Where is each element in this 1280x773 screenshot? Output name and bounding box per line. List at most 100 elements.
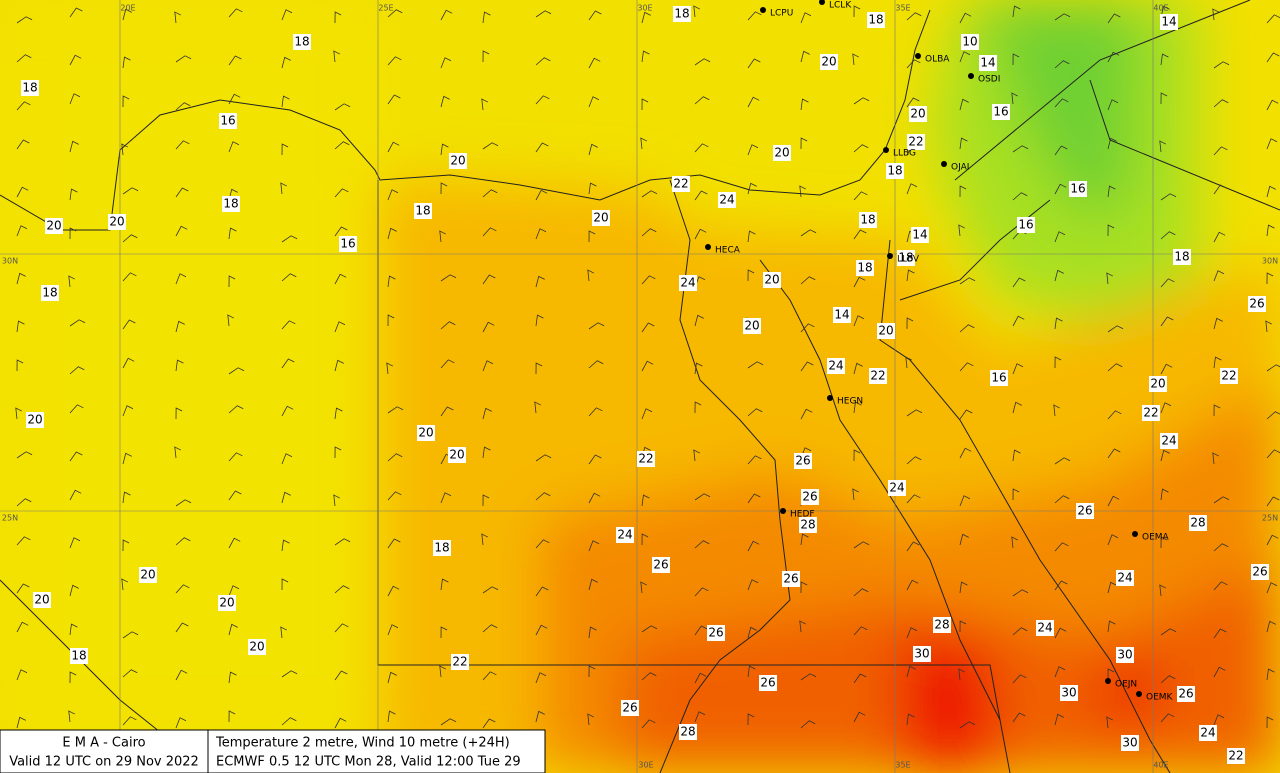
temperature-box <box>886 163 904 179</box>
wind-barb <box>122 56 131 69</box>
temperature-box <box>673 6 691 22</box>
temperature-box <box>679 275 697 291</box>
temperature-box <box>782 571 800 587</box>
temperature-box <box>867 12 885 28</box>
wind-barb <box>1266 364 1280 372</box>
wind-barb <box>1160 92 1168 105</box>
wind-barb <box>1266 534 1279 546</box>
wind-barb <box>1012 449 1021 462</box>
temperature-label: 18 <box>223 197 238 211</box>
temperature-box <box>888 480 906 496</box>
temperature-label: 24 <box>1037 621 1052 635</box>
grid-label: 40E <box>1153 761 1168 770</box>
wind-barb <box>334 585 350 594</box>
wind-barb <box>482 142 499 150</box>
wind-barb <box>534 401 541 414</box>
wind-barb <box>1213 231 1226 243</box>
wind-barb <box>1160 231 1176 240</box>
wind-barb <box>281 578 289 591</box>
wind-barb <box>175 669 188 681</box>
wind-barb <box>1266 620 1276 633</box>
wind-barb <box>482 624 498 633</box>
wind-barb <box>1160 488 1169 501</box>
temperature-box <box>820 54 838 70</box>
wind-barb <box>640 581 647 594</box>
temperature-label: 20 <box>418 426 433 440</box>
wind-barb <box>334 321 346 333</box>
wind-barb <box>853 449 861 462</box>
wind-barb <box>440 359 455 369</box>
temperature-box <box>1199 725 1217 741</box>
temperature-box <box>1060 685 1078 701</box>
wind-barb <box>747 182 757 195</box>
wind-barb <box>387 538 401 549</box>
wind-barb <box>1011 92 1018 105</box>
wind-barb <box>1107 620 1116 633</box>
wind-barb <box>1266 185 1276 198</box>
wind-barb <box>641 625 658 633</box>
wind-barb <box>16 716 26 729</box>
wind-barb <box>68 275 75 288</box>
temperature-label: 16 <box>340 237 355 251</box>
temperature-box <box>222 196 240 212</box>
temperature-box <box>799 517 817 533</box>
wind-barb <box>1054 183 1067 195</box>
wind-barb <box>16 621 29 633</box>
wind-barb <box>1107 495 1120 507</box>
temperature-label: 14 <box>1161 15 1176 29</box>
wind-barb <box>535 275 545 288</box>
wind-barb <box>747 455 762 465</box>
wind-barb <box>1213 581 1228 591</box>
wind-barb <box>387 94 401 105</box>
wind-barb <box>281 670 298 678</box>
station-code: OSDI <box>978 75 1000 85</box>
station-code: LCPU <box>770 9 793 19</box>
wind-barb <box>747 144 759 156</box>
temperature-label: 24 <box>719 193 734 207</box>
wind-barb <box>175 717 187 729</box>
wind-barb <box>747 230 756 243</box>
wind-barb <box>906 97 920 108</box>
wind-barb <box>281 539 290 552</box>
wind-barb <box>69 489 82 501</box>
wind-barb <box>694 190 708 201</box>
temperature-box <box>1069 181 1087 197</box>
wind-barb <box>387 141 400 153</box>
wind-barb <box>481 533 488 546</box>
wind-barb <box>1213 99 1229 108</box>
wind-barb <box>175 407 183 420</box>
wind-barb <box>1107 99 1119 111</box>
temperature-box <box>1017 217 1035 233</box>
wind-barb <box>853 362 863 375</box>
wind-barb <box>1053 404 1060 417</box>
wind-barb <box>1212 452 1219 465</box>
temperature-box <box>679 724 697 740</box>
wind-barb <box>387 710 396 723</box>
wind-barb <box>440 9 453 21</box>
temperature-label: 18 <box>868 13 883 27</box>
wind-barb <box>1213 714 1225 726</box>
wind-barb <box>122 539 130 552</box>
temperature-label: 20 <box>27 413 42 427</box>
wind-barb <box>482 189 498 198</box>
wind-barb <box>228 710 236 723</box>
temperature-label: 26 <box>708 626 723 640</box>
footer: E M A - Cairo Valid 12 UTC on 29 Nov 202… <box>0 729 546 773</box>
wind-barb <box>122 405 134 417</box>
wind-barb <box>906 409 923 417</box>
temperature-box <box>1116 647 1134 663</box>
temperature-box <box>449 153 467 169</box>
wind-barb <box>228 405 244 414</box>
temperature-label: 30 <box>914 647 929 661</box>
wind-barb <box>959 495 971 507</box>
temperature-box <box>616 527 634 543</box>
wind-barb <box>69 227 77 240</box>
wind-barb <box>16 139 30 150</box>
wind-barb <box>333 494 340 507</box>
wind-barb <box>747 579 759 591</box>
temperature-label: 24 <box>680 276 695 290</box>
station-code: OEMK <box>1146 693 1174 703</box>
wind-barb <box>800 323 815 333</box>
